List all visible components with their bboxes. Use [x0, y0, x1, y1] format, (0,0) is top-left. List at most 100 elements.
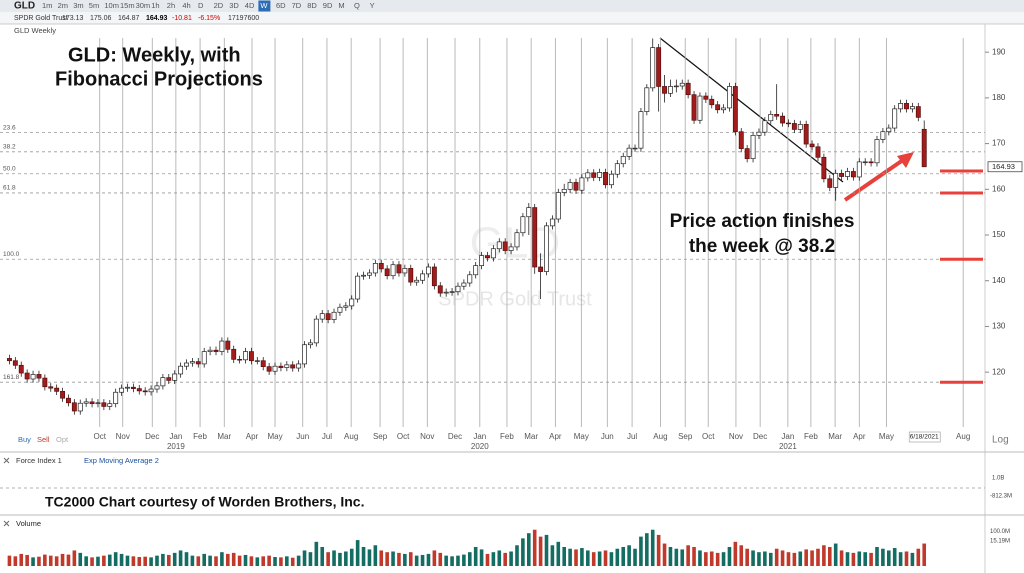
volume-bar — [290, 557, 295, 566]
x-tick-label: Dec — [145, 432, 159, 441]
volume-bar — [833, 543, 838, 566]
candle-body — [154, 385, 160, 390]
interval[interactable]: Y — [370, 1, 375, 10]
trend-line — [659, 37, 844, 183]
interval[interactable]: D — [198, 1, 204, 10]
interval[interactable]: 9D — [323, 1, 333, 10]
log-toggle[interactable]: Log — [992, 435, 1009, 446]
candle-body — [6, 358, 12, 362]
y-tick-label: 140 — [992, 276, 1006, 285]
interval[interactable]: 1h — [151, 1, 159, 10]
candle-body — [608, 173, 614, 186]
volume-bar — [910, 552, 915, 566]
volume-bar — [668, 547, 673, 566]
x-tick-label: Nov — [420, 432, 434, 441]
x-tick-label: Mar — [217, 432, 231, 441]
candle-body — [378, 263, 384, 270]
candle-body — [89, 401, 95, 405]
volume-bar — [863, 552, 867, 566]
volume-bar — [467, 552, 472, 566]
volume-bar — [37, 556, 41, 566]
volume-bar — [727, 547, 732, 566]
volume-bar — [314, 541, 319, 566]
candle-body — [319, 313, 325, 320]
volume-bar — [627, 545, 631, 566]
y-tick-label: 160 — [992, 184, 1006, 193]
interval[interactable]: 4D — [245, 1, 255, 10]
watermark-name: SPDR Gold Trust — [438, 288, 592, 310]
fib-label: 38.2 — [3, 144, 16, 151]
chart-title: GLD Weekly — [14, 26, 56, 35]
volume-bar — [692, 547, 696, 566]
interval[interactable]: 10m — [104, 1, 119, 10]
candle-body — [36, 374, 42, 379]
interval[interactable]: 5m — [89, 1, 99, 10]
volume-bar — [296, 555, 301, 566]
volume-bar — [503, 552, 507, 566]
interval[interactable]: 1m — [42, 1, 52, 10]
volume-bar — [249, 556, 254, 566]
candle-body — [189, 361, 195, 364]
quote-volume: 17197600 — [228, 15, 259, 22]
x-tick-label: Jul — [322, 432, 332, 441]
candle-body — [591, 172, 597, 178]
candle-body — [390, 264, 396, 277]
candle-body — [821, 156, 827, 180]
indicator-label[interactable]: Exp Moving Average 2 — [84, 456, 159, 465]
candle-body — [119, 387, 125, 393]
interval[interactable]: 15m — [120, 1, 135, 10]
candle-body — [915, 106, 921, 118]
candle-body — [904, 103, 909, 110]
volume-bar — [220, 552, 224, 566]
volume-bar — [184, 552, 189, 566]
interval[interactable]: W — [260, 1, 268, 10]
callout: the week @ 38.2 — [689, 236, 835, 257]
interval[interactable]: 2h — [167, 1, 175, 10]
volume-title[interactable]: Volume — [16, 519, 41, 528]
candle-body — [71, 402, 77, 412]
interval[interactable]: 7D — [292, 1, 302, 10]
interval[interactable]: 4h — [182, 1, 190, 10]
trade-button[interactable]: Opt — [56, 435, 69, 444]
interval[interactable]: 30m — [136, 1, 151, 10]
volume-bar — [839, 550, 844, 566]
interval[interactable]: 3m — [73, 1, 83, 10]
trade-button[interactable]: Sell — [37, 435, 50, 444]
candle-body — [12, 360, 18, 366]
interval[interactable]: Q — [354, 1, 360, 10]
volume-bar — [709, 551, 714, 566]
candle-body — [485, 255, 490, 259]
candle-body — [402, 268, 408, 274]
volume-bar — [172, 552, 177, 566]
volume-bar — [214, 556, 218, 566]
volume-bar — [745, 548, 749, 566]
volume-bar — [237, 555, 242, 566]
volume-bar — [556, 541, 561, 566]
volume-bar — [798, 551, 803, 566]
trade-button[interactable]: Buy — [18, 435, 31, 444]
candle-body — [42, 377, 48, 388]
interval[interactable]: 6D — [276, 1, 286, 10]
volume-bar — [432, 550, 437, 566]
last-price: 164.93 — [992, 162, 1015, 171]
volume-bar — [60, 553, 65, 566]
active-interval[interactable] — [258, 0, 271, 12]
x-tick-label: Feb — [804, 432, 818, 441]
interval[interactable]: 2D — [214, 1, 224, 10]
interval[interactable]: 3D — [229, 1, 239, 10]
interval[interactable]: 2m — [58, 1, 68, 10]
close-icons[interactable] — [3, 457, 10, 527]
volume-bar — [426, 553, 431, 566]
quote-open: 173.13 — [62, 15, 84, 22]
interval[interactable]: M — [338, 1, 344, 10]
indicator-label[interactable]: Force Index 1 — [16, 456, 62, 465]
volume-bar — [656, 534, 661, 566]
candle-body — [18, 364, 24, 374]
volume-bar — [550, 545, 555, 566]
volume-bar — [96, 556, 100, 566]
volume-bar — [302, 550, 307, 566]
interval[interactable]: 8D — [307, 1, 317, 10]
candle-body — [632, 147, 638, 150]
x-tick-label: Jun — [296, 432, 309, 441]
x-tick-label: Dec — [448, 432, 462, 441]
